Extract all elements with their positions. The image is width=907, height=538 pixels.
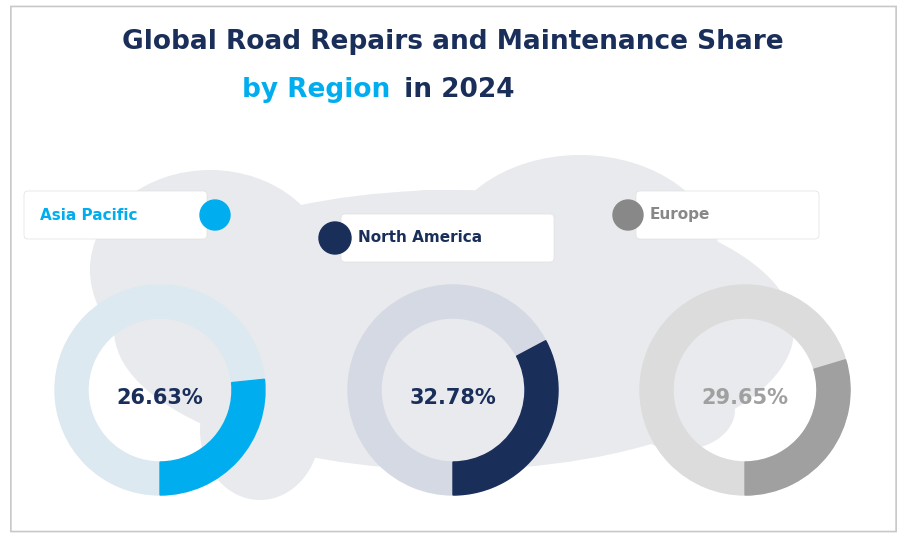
Circle shape: [613, 200, 643, 230]
FancyBboxPatch shape: [24, 191, 207, 239]
Wedge shape: [160, 379, 265, 495]
FancyBboxPatch shape: [341, 214, 554, 262]
Ellipse shape: [330, 190, 530, 370]
Ellipse shape: [440, 155, 720, 365]
Circle shape: [319, 222, 351, 254]
Text: by Region: by Region: [242, 77, 390, 103]
Ellipse shape: [114, 190, 794, 470]
Ellipse shape: [90, 170, 330, 370]
Text: 26.63%: 26.63%: [117, 388, 203, 408]
Text: in 2024: in 2024: [395, 77, 514, 103]
Wedge shape: [745, 360, 850, 495]
Text: 29.65%: 29.65%: [701, 388, 788, 408]
Text: Europe: Europe: [650, 208, 710, 223]
Text: 32.78%: 32.78%: [410, 388, 496, 408]
Text: Asia Pacific: Asia Pacific: [40, 208, 138, 223]
Circle shape: [200, 200, 230, 230]
Ellipse shape: [625, 370, 735, 450]
Ellipse shape: [200, 360, 320, 500]
FancyBboxPatch shape: [636, 191, 819, 239]
Wedge shape: [453, 341, 558, 495]
Text: North America: North America: [358, 230, 483, 245]
Text: Global Road Repairs and Maintenance Share: Global Road Repairs and Maintenance Shar…: [122, 29, 784, 55]
